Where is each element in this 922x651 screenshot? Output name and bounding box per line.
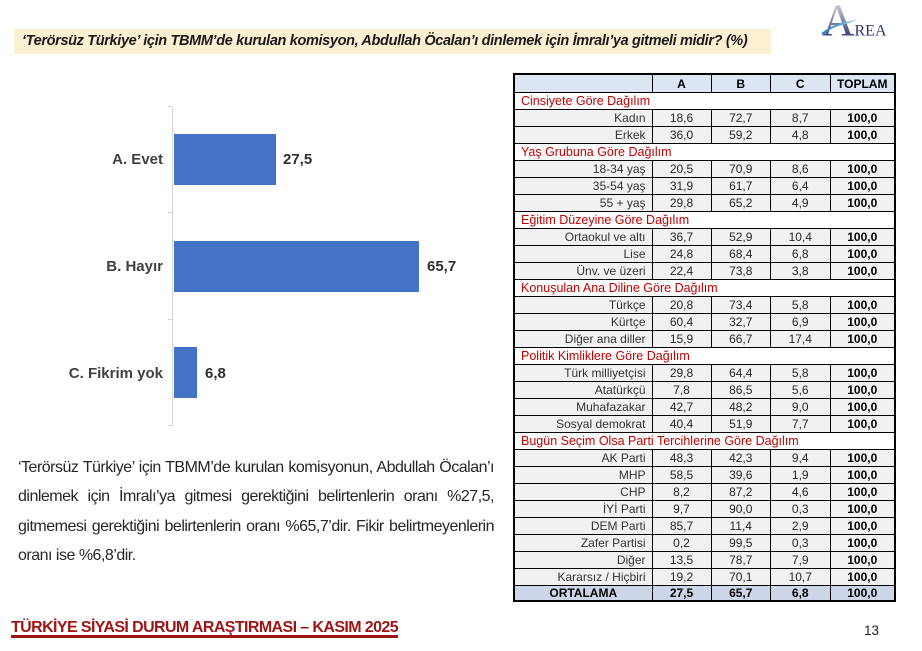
svg-text:REA: REA (855, 23, 887, 40)
svg-text:A: A (822, 3, 855, 39)
